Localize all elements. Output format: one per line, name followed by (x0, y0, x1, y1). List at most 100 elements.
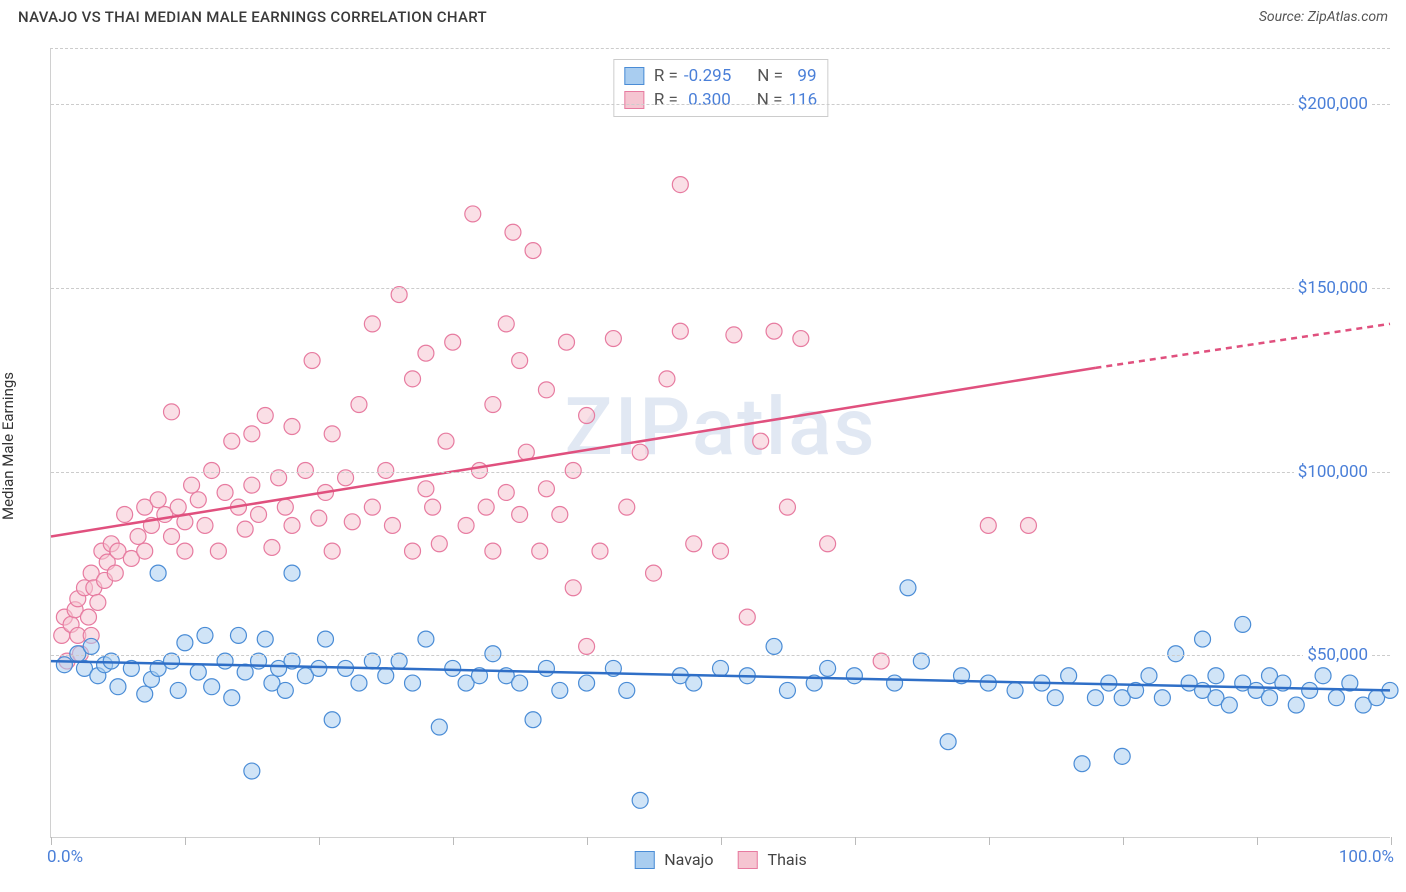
data-point (418, 345, 434, 361)
data-point (713, 543, 729, 559)
data-point (505, 224, 521, 240)
data-point (190, 492, 206, 508)
data-point (324, 426, 340, 442)
data-point (384, 517, 400, 533)
legend-item-navajo: Navajo (634, 850, 713, 869)
data-point (538, 481, 554, 497)
gridline (51, 104, 1390, 105)
data-point (445, 334, 461, 350)
data-point (605, 331, 621, 347)
data-point (713, 660, 729, 676)
data-point (820, 660, 836, 676)
swatch-navajo (624, 67, 644, 85)
data-point (1141, 668, 1157, 684)
data-point (204, 463, 220, 479)
legend-label-thais: Thais (768, 850, 807, 869)
trend-line (1095, 324, 1390, 368)
data-point (579, 675, 595, 691)
data-point (672, 323, 688, 339)
swatch-navajo-bottom (634, 851, 654, 869)
data-point (311, 660, 327, 676)
data-point (458, 517, 474, 533)
data-point (107, 565, 123, 581)
data-point (230, 627, 246, 643)
data-point (579, 408, 595, 424)
chart-area: ZIPatlas R = -0.295 N = 99 R = 0.300 N =… (50, 48, 1390, 838)
data-point (204, 679, 220, 695)
thais-n-value: 116 (788, 90, 817, 110)
data-point (56, 657, 72, 673)
y-tick-label: $50,000 (1303, 645, 1372, 665)
x-tick (1391, 837, 1392, 845)
data-point (512, 675, 528, 691)
data-point (378, 463, 394, 479)
x-tick (51, 837, 52, 845)
data-point (431, 536, 447, 552)
data-point (284, 419, 300, 435)
data-point (405, 675, 421, 691)
data-point (1074, 756, 1090, 772)
data-point (405, 543, 421, 559)
data-point (170, 682, 186, 698)
x-tick (721, 837, 722, 845)
data-point (471, 463, 487, 479)
data-point (779, 499, 795, 515)
x-tick (1123, 837, 1124, 845)
data-point (512, 353, 528, 369)
data-point (619, 499, 635, 515)
data-point (110, 679, 126, 695)
data-point (438, 433, 454, 449)
data-point (217, 484, 233, 500)
data-point (177, 543, 193, 559)
data-point (512, 506, 528, 522)
data-point (364, 499, 380, 515)
data-point (277, 499, 293, 515)
data-point (1047, 690, 1063, 706)
data-point (197, 627, 213, 643)
data-point (1235, 616, 1251, 632)
legend-item-thais: Thais (738, 850, 807, 869)
r-label: R = (654, 66, 678, 86)
data-point (766, 638, 782, 654)
data-point (940, 734, 956, 750)
data-point (210, 543, 226, 559)
data-point (980, 675, 996, 691)
data-point (900, 580, 916, 596)
x-tick (587, 837, 588, 845)
data-point (378, 668, 394, 684)
legend-label-navajo: Navajo (664, 850, 713, 869)
data-point (257, 631, 273, 647)
data-point (538, 660, 554, 676)
n-label-2: N = (757, 90, 783, 110)
data-point (686, 536, 702, 552)
data-point (170, 499, 186, 515)
data-point (311, 510, 327, 526)
data-point (1302, 682, 1318, 698)
data-point (184, 477, 200, 493)
data-point (525, 243, 541, 259)
data-point (324, 543, 340, 559)
data-point (137, 543, 153, 559)
data-point (264, 539, 280, 555)
data-point (619, 682, 635, 698)
chart-title: NAVAJO VS THAI MEDIAN MALE EARNINGS CORR… (18, 8, 487, 26)
data-point (887, 675, 903, 691)
x-tick (185, 837, 186, 845)
data-point (538, 382, 554, 398)
x-tick (855, 837, 856, 845)
data-point (498, 484, 514, 500)
data-point (351, 675, 367, 691)
data-point (197, 517, 213, 533)
x-min-label: 0.0% (47, 847, 83, 867)
data-point (324, 712, 340, 728)
data-point (431, 719, 447, 735)
data-point (1261, 690, 1277, 706)
swatch-thais (624, 91, 644, 109)
data-point (686, 675, 702, 691)
data-point (632, 792, 648, 808)
y-tick-label: $100,000 (1294, 462, 1372, 482)
stats-legend: R = -0.295 N = 99 R = 0.300 N = 116 (613, 59, 828, 117)
bottom-legend: Navajo Thais (634, 850, 807, 869)
data-point (284, 517, 300, 533)
data-point (318, 631, 334, 647)
